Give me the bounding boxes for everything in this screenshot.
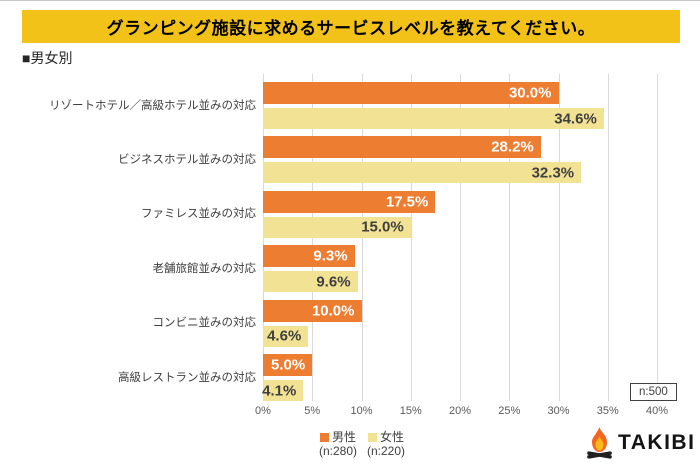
female-bar: 34.6% [263,108,604,129]
bar-value-label: 30.0% [508,84,552,102]
takibi-logo: TAKIBI [586,427,695,459]
page-title: グランピング施設に求めるサービスレベルを教えてください。 [22,10,680,43]
gridline [410,74,412,401]
x-axis-tick-label: 40% [645,405,669,417]
plot-area: 30.0% 34.6% 28.2% 32.3% 17.5% 15.0% 9.3% 9.6% 10… [262,74,658,401]
male-series-swatch-icon [319,432,329,442]
male-bar: 28.2% [263,136,541,159]
bar-value-label: 5.0% [271,356,306,374]
campfire-icon [587,427,612,459]
male-bar: 10.0% [263,299,362,322]
bar-value-label: 9.6% [316,273,351,291]
bar-value-label: 4.6% [267,327,302,345]
female-bar: 15.0% [263,216,411,238]
bar-value-label: 15.0% [361,218,404,236]
gridline [509,74,511,401]
sample-size-badge: n:500 [630,383,677,401]
x-axis-tick-label: 35% [596,405,619,417]
legend-item-female: 女性 (n:220) [367,430,405,458]
gridline [460,74,461,401]
gridline [657,74,658,401]
legend-item-male: 男性 (n:280) [319,430,357,458]
legend-female-n: (n:220) [367,444,406,458]
x-axis-tick-label: 5% [304,405,321,417]
male-bar: 17.5% [263,190,436,213]
bar-value-label: 28.2% [491,138,534,156]
gridline [558,74,560,401]
bar-value-label: 10.0% [311,302,355,320]
gridline [607,74,609,401]
female-bar: 4.6% [263,325,309,347]
x-axis-tick-label: 0% [255,405,271,417]
category-label: 高級レストラン並みの対応 [118,371,256,384]
bar-value-label: 9.3% [313,247,348,265]
x-axis-tick-label: 25% [498,405,521,417]
female-bar: 4.1% [262,380,304,401]
category-label: ファミレス並みの対応 [141,208,256,221]
bar-value-label: 17.5% [385,193,429,211]
female-bar: 32.3% [263,162,582,184]
male-bar: 30.0% [263,82,559,104]
female-bar: 9.6% [263,271,358,293]
x-axis-tick-label: 20% [448,405,472,417]
bar-value-label: 34.6% [554,110,597,127]
category-label: リゾートホテル／高級ホテル並みの対応 [49,99,256,112]
legend-female-label: 女性 [380,430,405,444]
legend-male-n: (n:280) [318,444,357,458]
x-axis-tick-label: 15% [399,405,422,417]
legend-male-label: 男性 [331,430,356,444]
x-axis-tick-label: 10% [350,405,373,417]
male-bar: 5.0% [263,354,313,376]
x-axis-tick-label: 30% [547,405,570,417]
category-label: ビジネスホテル並みの対応 [118,153,256,166]
section-label: ■男女別 [22,50,73,66]
category-label: 老舗旅館並みの対応 [152,262,257,275]
female-series-swatch-icon [368,432,377,442]
category-label: コンビニ並みの対応 [152,317,257,330]
bar-value-label: 4.1% [262,382,297,399]
male-bar: 9.3% [263,245,355,268]
legend: 男性 (n:280) 女性 (n:220) [250,430,474,458]
logo-text: TAKIBI [618,431,696,454]
bar-value-label: 32.3% [531,164,575,182]
